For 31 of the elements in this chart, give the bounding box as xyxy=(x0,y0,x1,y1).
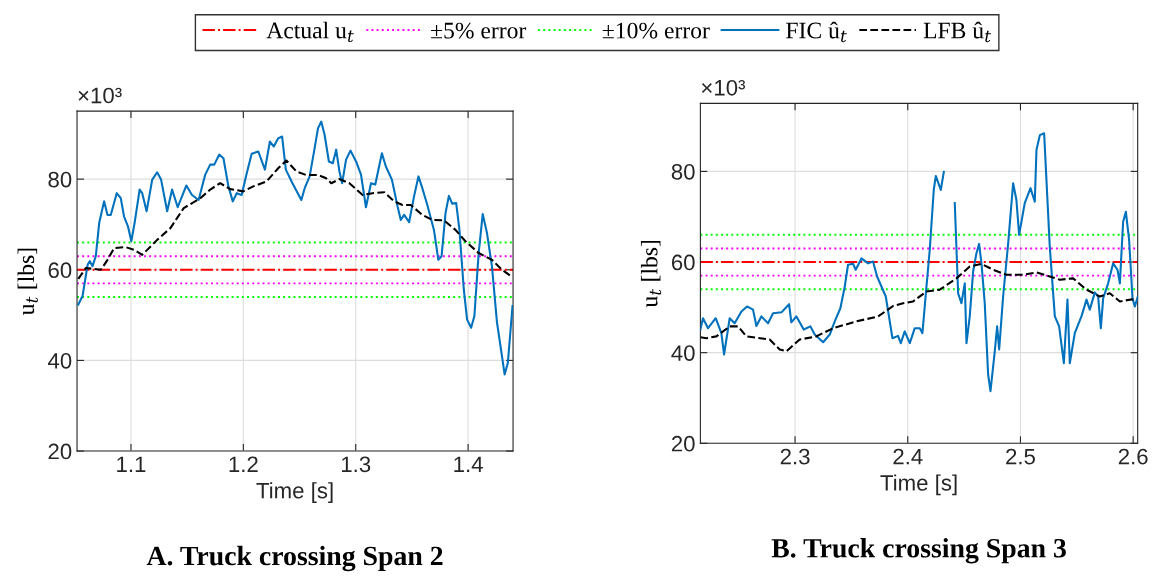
legend-label: Actual u$_{t}$ xyxy=(266,21,354,43)
x-tick-label: 1.2 xyxy=(229,456,258,473)
x-tick-label: 2.5 xyxy=(1006,448,1035,465)
y-tick-label: 80 xyxy=(671,163,695,180)
x-tick-label: 1.4 xyxy=(454,456,483,473)
x-tick-label: 2.3 xyxy=(780,448,810,465)
x-axis-title: Time [s] xyxy=(256,482,333,503)
text: B. Truck crossing Span 3 xyxy=(771,538,1066,564)
legend-label: ±10% error xyxy=(602,22,710,39)
text: ×10³ xyxy=(701,79,746,96)
y-tick-label: 60 xyxy=(671,254,695,271)
legend-label: LFB û$_{t}$ xyxy=(923,21,991,43)
y-tick-label: 80 xyxy=(48,171,72,188)
x-axis-title: Time [s] xyxy=(880,474,957,496)
y-tick-label: 60 xyxy=(48,262,72,279)
y-tick-label: 20 xyxy=(671,435,695,452)
legend-label: FIC û$_{t}$ xyxy=(786,21,847,43)
y-tick-label: 40 xyxy=(47,352,72,369)
x-tick-label: 2.4 xyxy=(893,448,923,465)
text: ×10³ xyxy=(78,87,122,104)
legend-label: ±5% error xyxy=(431,22,527,39)
y-axis-title: u$_{t}$ [lbs] xyxy=(640,240,662,308)
y-tick-label: 20 xyxy=(48,443,72,460)
x-tick-label: 1.1 xyxy=(117,456,146,473)
y-axis-title: u$_{t}$ [lbs] xyxy=(17,248,38,316)
line-series xyxy=(77,120,514,376)
y-tick-label: 40 xyxy=(671,345,695,361)
line-series xyxy=(77,159,513,280)
x-tick-label: 2.6 xyxy=(1118,448,1148,465)
x-tick-label: 1.3 xyxy=(341,456,371,473)
text: A. Truck crossing Span 2 xyxy=(146,545,443,572)
